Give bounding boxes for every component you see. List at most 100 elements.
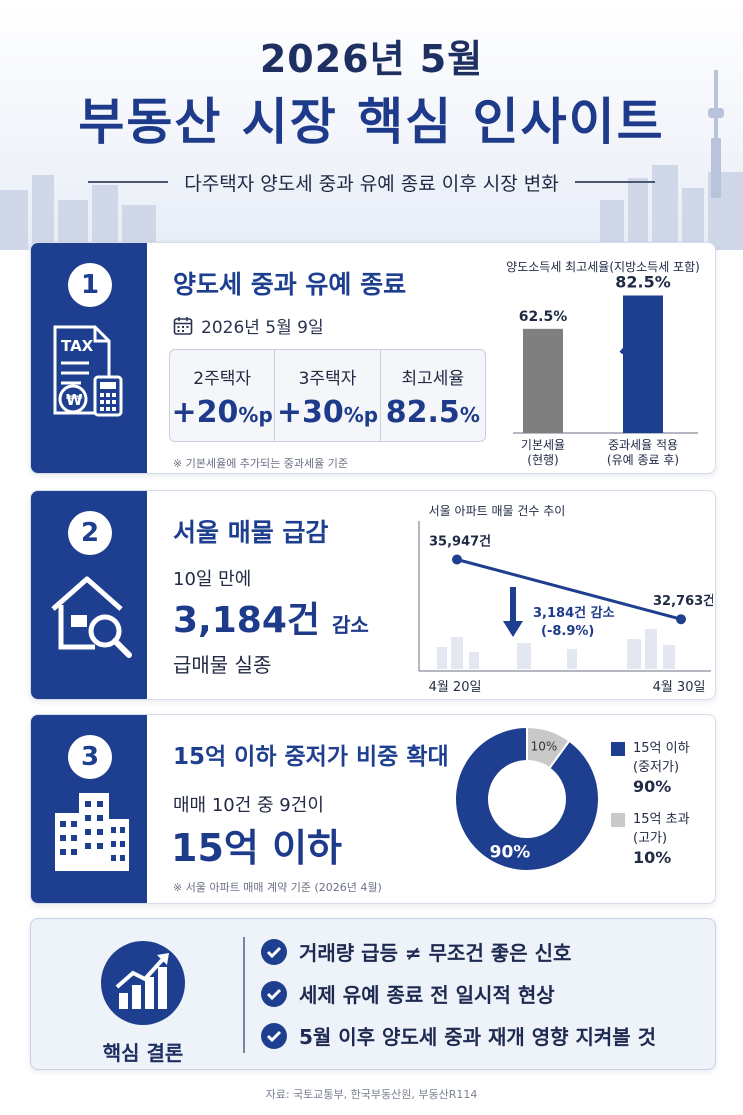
conclusion-card: 핵심 결론 거래량 급등 ≠ 무조건 좋은 신호 세제 유예 종료 전 일시적 … [30, 918, 716, 1070]
period-text: 10일 만에 [173, 569, 252, 590]
growth-chart-icon [115, 953, 169, 1009]
x-tick-label: 4월 20일 [429, 680, 482, 695]
legend-swatch [611, 813, 625, 827]
slice-value-label: 90% [490, 842, 531, 862]
subtitle-row: 다주택자 양도세 중과 유예 종료 이후 시장 변화 [0, 168, 743, 196]
subtitle: 다주택자 양도세 중과 유예 종료 이후 시장 변화 [184, 172, 559, 195]
calendar-icon [173, 316, 193, 335]
conclusion-item-text: 5월 이후 양도세 중과 재개 영향 지켜볼 것 [299, 1025, 657, 1049]
conclusion-divider [243, 937, 245, 1053]
point-value-label: 35,947건 [429, 533, 491, 549]
listings-line-chart: 서울 아파트 매물 건수 추이 35,947건 4월 20일 32,763건 4월 3… [418, 504, 713, 695]
subtitle-divider-left [88, 181, 169, 183]
bar [523, 328, 563, 433]
rate-cell-two-homes: 2주택자 +20%p [170, 350, 276, 441]
buildings-icon [55, 793, 129, 871]
drop-percent-annotation: (-8.9%) [541, 624, 594, 639]
legend-item-low-mid: 15억 이하 (중저가) 90% [611, 739, 711, 796]
subtitle-divider-right [574, 181, 655, 183]
conclusion-label: 핵심 결론 [102, 1041, 184, 1065]
conclusion-item: 5월 이후 양도세 중과 재개 영향 지켜볼 것 [261, 1021, 656, 1050]
legend-sublabel: (고가) [633, 831, 668, 846]
conclusion-item: 세제 유예 종료 전 일시적 현상 [261, 979, 555, 1008]
rate-value: +20%p [171, 395, 273, 430]
house-search-icon [51, 576, 132, 658]
city-skyline-illustration [0, 70, 743, 250]
section-title: 양도세 중과 유예 종료 [173, 270, 407, 299]
section-number: 3 [68, 735, 112, 779]
legend-item-high: 15억 초과 (고가) 10% [611, 810, 711, 867]
section-listings-card: 2 서울 매물 급감 10일 만에 3,184건 감소 급매물 실종 서울 아파… [30, 490, 716, 700]
legend-label: 15억 초과 [633, 812, 690, 827]
section-price-band-card: 3 15억 이하 중저가 비중 확대 매매 10건 중 9건이 15억 이하 ※… [30, 714, 716, 904]
rate-value: +30%p [276, 395, 379, 430]
conclusion-item-text: 거래량 급등 ≠ 무조건 좋은 신호 [299, 941, 572, 965]
data-point [452, 554, 462, 565]
legend-sublabel: (중저가) [633, 760, 680, 775]
rate-value: 82.5% [385, 395, 480, 430]
slice-value-label: 10% [531, 740, 558, 754]
x-tick-label: 기본세율 [521, 438, 565, 452]
footnote: ※ 서울 아파트 매매 계약 기준 (2026년 4월) [173, 881, 382, 894]
chart-skyline-decoration [437, 629, 675, 669]
chart-title: 서울 아파트 매물 건수 추이 [429, 504, 566, 518]
drop-count: 3,184건 [173, 600, 320, 641]
ratio-text: 매매 10건 중 9건이 [173, 795, 324, 816]
rate-label: 최고세율 [401, 369, 465, 389]
bar-value-label: 82.5% [615, 273, 671, 292]
x-tick-label: 4월 30일 [653, 680, 706, 695]
section-number: 2 [68, 511, 112, 555]
series-line [456, 558, 682, 621]
section-tax-card: 1 TAX ₩ 양도세 중과 유예 종료 2026년 5월 9일 [30, 242, 716, 474]
section-sidebar: 3 [31, 715, 147, 903]
donut-slice [454, 725, 600, 872]
title-date: 2026년 5월 [259, 37, 484, 81]
date-text: 2026년 5월 9일 [201, 318, 324, 338]
effective-date: 2026년 5월 9일 [173, 313, 324, 338]
legend-value: 90% [633, 777, 672, 796]
chart-title: 양도소득세 최고세율(지방소득세 포함) [506, 260, 700, 274]
x-tick-label: 중과세율 적용 [608, 438, 678, 452]
price-band-donut-chart: 90% 10% [454, 725, 600, 872]
bar-value-label: 62.5% [519, 309, 568, 325]
rate-label: 3주택자 [298, 369, 357, 389]
drop-suffix: 감소 [332, 613, 369, 637]
donut-slice [526, 725, 571, 770]
svg-text:₩: ₩ [66, 391, 83, 409]
rate-cell-three-homes: 3주택자 +30%p [275, 350, 381, 441]
price-band-value: 15억 이하 [171, 826, 342, 870]
section-sidebar: 1 TAX ₩ [31, 243, 147, 473]
legend-value: 10% [633, 848, 672, 867]
source-citation: 자료: 국토교통부, 한국부동산원, 부동산R114 [265, 1088, 478, 1101]
section-sidebar: 2 [31, 491, 147, 699]
page-title: 부동산 시장 핵심 인사이트 [78, 93, 665, 151]
drop-annotation: 3,184건 감소 [533, 605, 615, 621]
footnote: ※ 기본세율에 추가되는 중과세율 기준 [173, 457, 349, 470]
x-tick-label: (현행) [527, 452, 558, 467]
check-icon [261, 1022, 287, 1049]
tax-icon-label: TAX [61, 337, 94, 355]
section-number: 1 [68, 263, 112, 307]
conclusion-item-text: 세제 유예 종료 전 일시적 현상 [299, 983, 555, 1007]
conclusion-item: 거래량 급등 ≠ 무조건 좋은 신호 [261, 937, 571, 966]
check-icon [261, 980, 287, 1007]
rate-cell-max: 최고세율 82.5% [381, 350, 485, 441]
donut-legend: 15억 이하 (중저가) 90% 15억 초과 (고가) 10% [611, 739, 711, 867]
point-value-label: 32,763건 [653, 593, 713, 609]
tax-rate-bar-chart: 양도소득세 최고세율(지방소득세 포함) 62.5% 기본세율(현행) 82.5% 중… [506, 260, 700, 467]
section-title: 서울 매물 급감 [173, 518, 329, 547]
conclusion-icon-circle [101, 941, 185, 1025]
rate-label: 2주택자 [193, 369, 252, 389]
bargain-listings-text: 급매물 실종 [173, 653, 272, 677]
x-tick-label: (유예 종료 후) [607, 453, 679, 467]
surcharge-rates-table: 2주택자 +20%p 3주택자 +30%p 최고세율 82.5% [169, 349, 486, 442]
legend-label: 15억 이하 [633, 741, 690, 756]
increase-arrow-icon [619, 327, 645, 355]
listing-drop-value: 3,184건 감소 [173, 591, 369, 643]
section-title: 15억 이하 중저가 비중 확대 [173, 744, 449, 770]
bar [623, 295, 663, 433]
legend-swatch [611, 742, 625, 756]
tax-document-icon: TAX ₩ [53, 325, 123, 417]
check-icon [261, 938, 287, 965]
data-point [676, 614, 686, 625]
